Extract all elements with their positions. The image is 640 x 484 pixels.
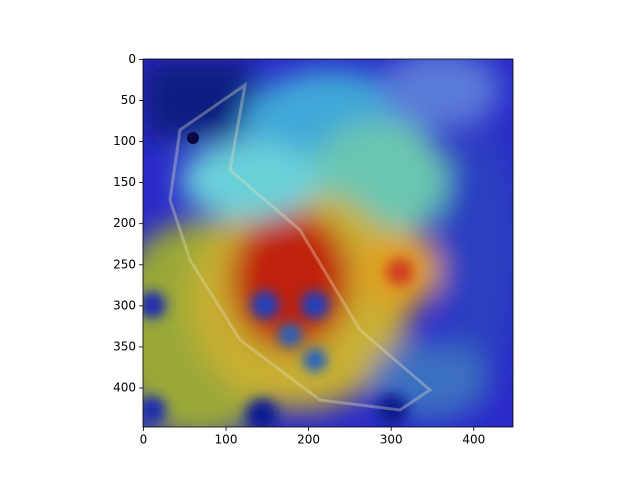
y-tick-label: 350 [113, 339, 136, 353]
y-tick-label: 150 [113, 175, 136, 189]
heatmap-blobs [143, 59, 513, 427]
heatmap-image [143, 59, 513, 427]
x-tick-label: 300 [380, 433, 403, 447]
bird-eye [187, 132, 199, 144]
bird-outline [168, 81, 433, 412]
x-tick-label: 100 [215, 433, 238, 447]
y-tick-label: 400 [113, 380, 136, 394]
y-tick-label: 200 [113, 216, 136, 230]
axes-frame [142, 58, 514, 428]
y-tick-label: 50 [121, 93, 136, 107]
x-tick-label: 200 [297, 433, 320, 447]
heatmap-spots [143, 258, 414, 427]
x-tick-label: 0 [140, 433, 148, 447]
y-tick-label: 300 [113, 298, 136, 312]
y-tick-label: 250 [113, 257, 136, 271]
y-tick-label: 100 [113, 134, 136, 148]
y-tick-label: 0 [128, 52, 136, 66]
x-tick-label: 400 [462, 433, 485, 447]
